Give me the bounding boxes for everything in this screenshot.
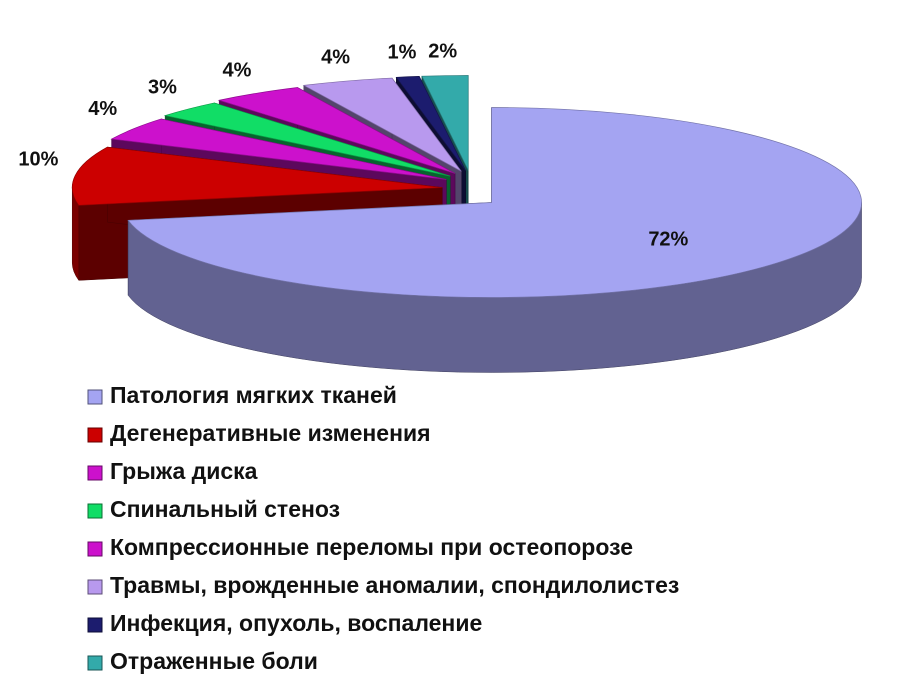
slice	[110, 118, 447, 180]
legend-swatch	[87, 465, 103, 481]
data-label: 72%	[648, 228, 688, 250]
slice	[127, 107, 862, 298]
slice	[71, 146, 443, 206]
legend-label: Патология мягких тканей	[110, 382, 397, 408]
data-label: 4%	[321, 46, 350, 68]
data-label: 4%	[88, 98, 117, 120]
legend-swatch	[87, 503, 103, 519]
legend-swatch	[87, 655, 103, 671]
legend-swatch	[87, 579, 103, 595]
data-label: 1%	[387, 42, 416, 64]
data-label: 10%	[18, 149, 58, 171]
legend-label: Спинальный стеноз	[110, 496, 340, 522]
legend-swatch	[87, 541, 103, 557]
legend-label: Отраженные боли	[110, 648, 318, 674]
legend-label: Инфекция, опухоль, воспаление	[110, 610, 482, 636]
legend-label: Травмы, врожденные аномалии, спондилолис…	[110, 572, 679, 598]
legend-swatch	[87, 617, 103, 633]
slice	[421, 75, 469, 171]
data-label: 2%	[428, 40, 457, 62]
legend-label: Дегенеративные изменения	[110, 420, 431, 446]
legend-swatch	[87, 427, 103, 443]
slice	[217, 87, 456, 174]
data-label: 4%	[222, 60, 251, 82]
slice	[395, 76, 466, 171]
slice	[163, 102, 451, 177]
slice	[302, 77, 462, 172]
legend-swatch	[87, 389, 103, 405]
legend-label: Компрессионные переломы при остеопорозе	[110, 534, 633, 560]
data-label: 3%	[148, 77, 177, 99]
legend-label: Грыжа диска	[110, 458, 258, 484]
